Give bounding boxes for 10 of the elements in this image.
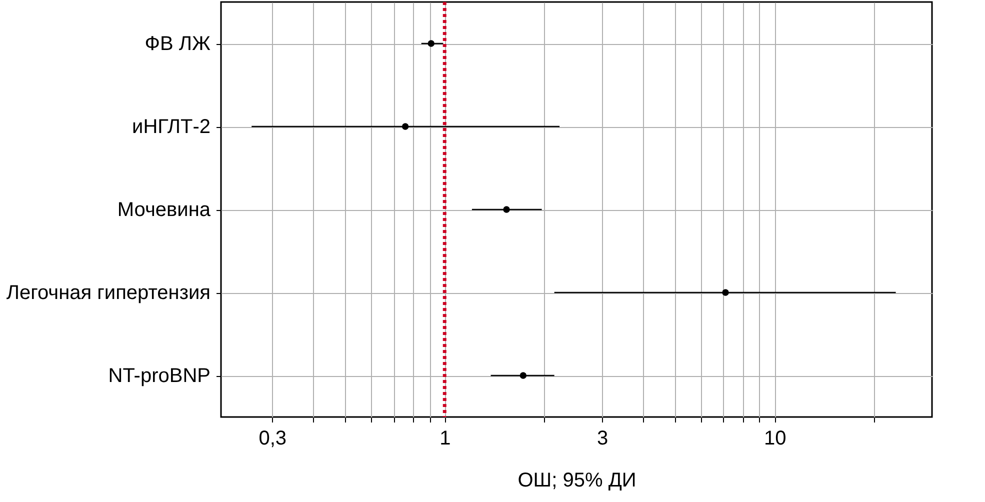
y-tick-label: ФВ ЛЖ <box>144 33 212 55</box>
x-tick-label: 0,3 <box>258 428 287 450</box>
x-axis-title: ОШ; 95% ДИ <box>518 470 636 492</box>
y-tick-label: Легочная гипертензия <box>6 282 210 304</box>
x-tick-label: 1 <box>440 428 451 450</box>
y-tick-label: Мочевина <box>117 199 212 221</box>
x-tick-label: 3 <box>596 428 608 450</box>
y-tick-label: NT-proBNP <box>108 365 210 387</box>
x-tick-label: 10 <box>764 428 786 450</box>
y-tick-label: иНГЛТ-2 <box>132 116 210 138</box>
